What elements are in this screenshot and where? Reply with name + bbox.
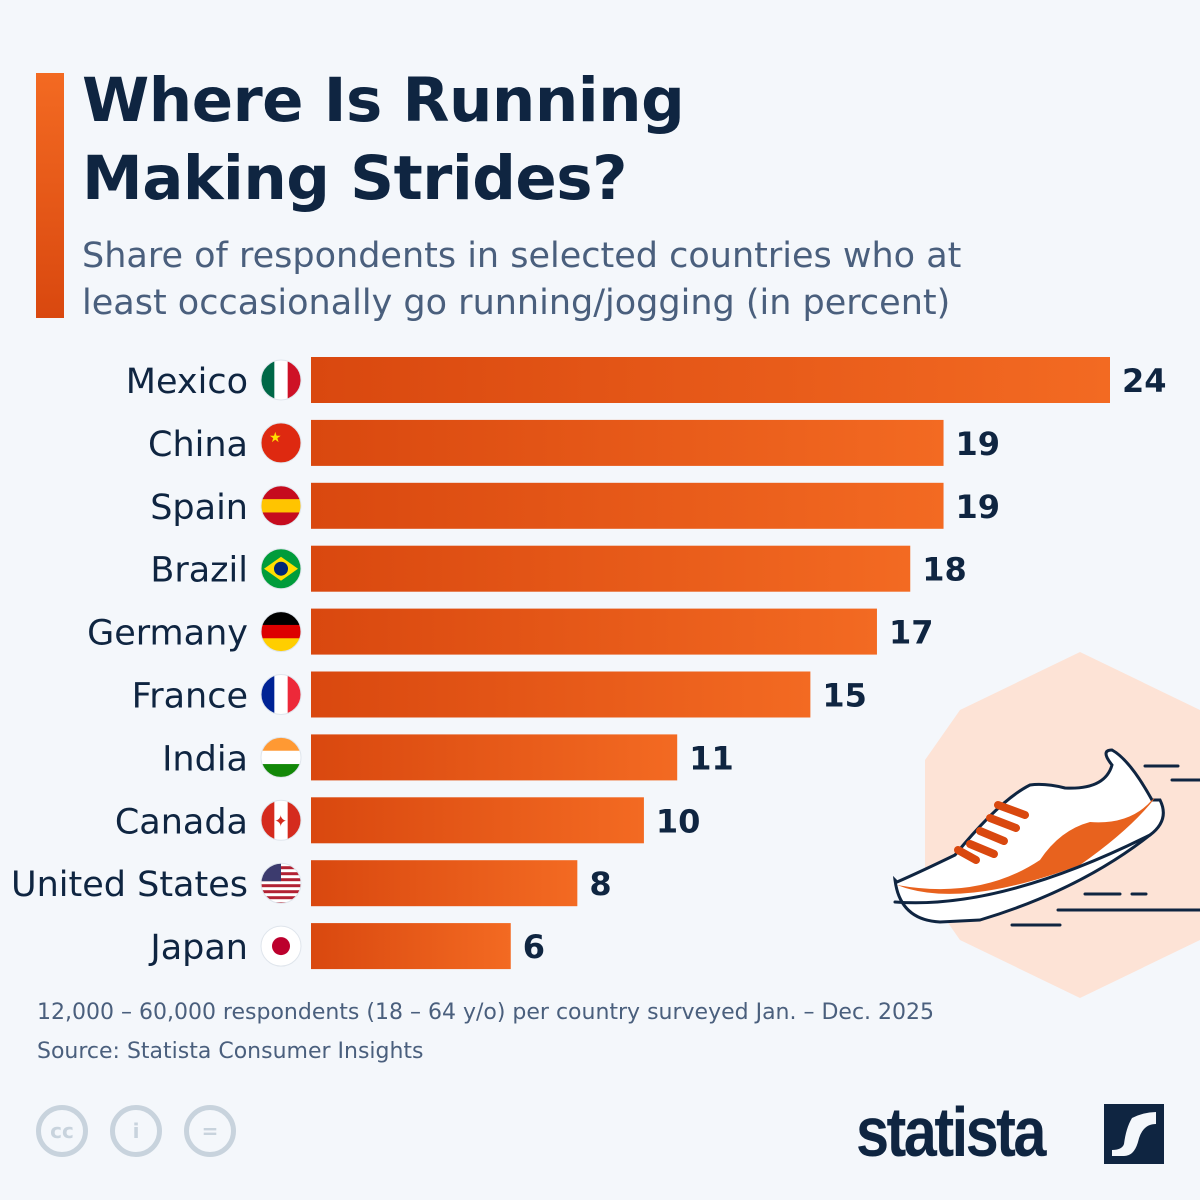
bar: [311, 419, 944, 466]
svg-text:✦: ✦: [274, 811, 287, 830]
running-shoe-icon: [892, 652, 1200, 998]
svg-text:★: ★: [269, 430, 282, 446]
bar: [311, 545, 911, 592]
bar: [311, 671, 811, 718]
flag-icon: [260, 359, 302, 401]
data-label: 8: [589, 865, 611, 903]
flag-icon: [260, 674, 302, 715]
bar: [311, 860, 578, 907]
category-label: Mexico: [126, 362, 248, 402]
flag-icon: ★: [260, 422, 302, 464]
title-line-1: Where Is Running: [82, 65, 685, 136]
bar: [311, 923, 511, 970]
category-label: China: [148, 425, 248, 465]
bar: [311, 797, 644, 844]
category-label: Canada: [115, 802, 248, 842]
page-title: Where Is Running Making Strides?: [82, 62, 685, 218]
source-note: Source: Statista Consumer Insights: [37, 1039, 424, 1064]
category-label: Spain: [150, 488, 248, 528]
data-label: 11: [689, 739, 734, 777]
bar: [311, 357, 1110, 403]
category-label: France: [132, 677, 248, 717]
data-label: 10: [656, 802, 701, 840]
cc-icon[interactable]: cc: [36, 1105, 88, 1157]
data-label: 6: [523, 928, 545, 966]
statista-logo[interactable]: statista: [856, 1093, 1046, 1171]
flag-icon: ✦: [260, 799, 302, 841]
title-line-2: Making Strides?: [82, 143, 628, 214]
flag-icon: [260, 862, 302, 904]
data-label: 19: [956, 488, 1001, 526]
bar: [311, 608, 877, 655]
bar-chart: Mexico 24 China ★ 19 Spain 19 Brazil 18 Germany 17…: [11, 357, 1167, 970]
bar: [311, 482, 944, 529]
attribution-icon[interactable]: i: [110, 1105, 162, 1157]
category-label: Germany: [87, 614, 248, 654]
data-label: 18: [922, 551, 967, 589]
flag-icon: [260, 925, 302, 967]
category-label: Brazil: [150, 551, 248, 591]
subtitle: Share of respondents in selected countri…: [82, 236, 962, 323]
flag-icon: [260, 485, 302, 527]
flag-icon: [260, 548, 302, 590]
category-label: India: [162, 739, 248, 779]
data-label: 19: [956, 425, 1001, 463]
accent-bar: [36, 73, 64, 318]
category-label: Japan: [148, 928, 248, 968]
data-label: 15: [822, 677, 867, 715]
statista-logomark-icon: [1104, 1104, 1164, 1164]
category-label: United States: [11, 865, 248, 905]
flag-icon: [260, 611, 302, 653]
bar: [311, 734, 678, 781]
data-label: 24: [1122, 362, 1167, 400]
flag-icon: [260, 736, 302, 778]
data-label: 17: [889, 614, 934, 652]
survey-note: 12,000 – 60,000 respondents (18 – 64 y/o…: [37, 1000, 935, 1025]
no-derivatives-icon[interactable]: =: [184, 1105, 236, 1157]
